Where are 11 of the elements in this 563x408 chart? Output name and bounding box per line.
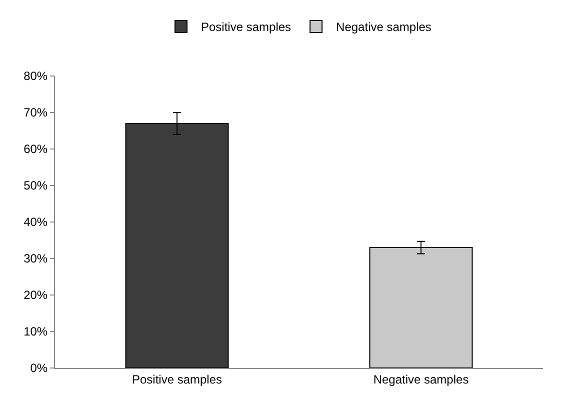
y-tick-label: 20% [24, 288, 48, 302]
y-tick-label: 60% [24, 142, 48, 156]
y-tick-label: 80% [24, 69, 48, 84]
legend-label: Positive samples [201, 20, 292, 34]
y-tick-label: 10% [24, 324, 48, 339]
legend-label: Negative samples [336, 20, 432, 34]
y-tick-label: 40% [24, 215, 48, 230]
y-tick-label: 50% [24, 178, 48, 193]
y-tick-label: 70% [24, 106, 48, 120]
y-tick-label: 0% [30, 361, 48, 376]
y-tick-label: 30% [24, 252, 48, 266]
